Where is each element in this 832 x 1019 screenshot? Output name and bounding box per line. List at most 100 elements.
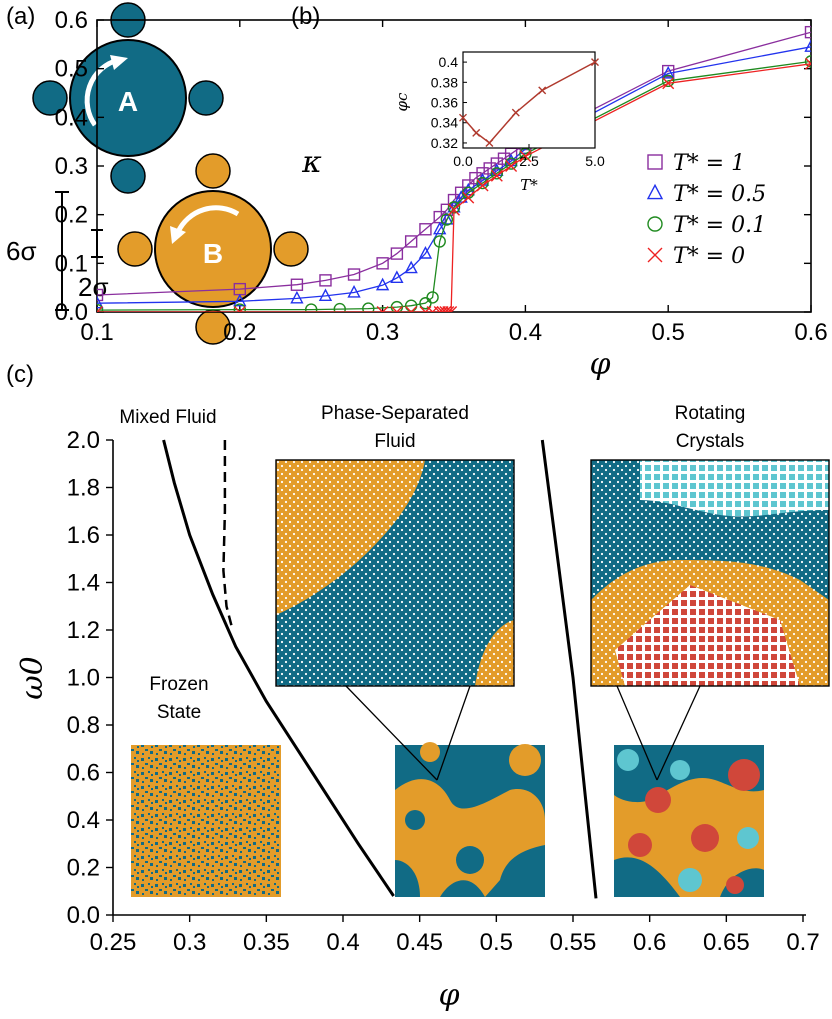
- data-point: [448, 203, 460, 216]
- inset-point: [511, 108, 520, 117]
- inset-point: [472, 128, 481, 137]
- kappa-legend: T* = 1 T* = 0.5 T* = 0.1 T* = 0: [646, 151, 766, 269]
- data-point: [390, 270, 404, 284]
- inset-ytick-label: 0.32: [431, 135, 458, 151]
- data-point: [376, 257, 389, 270]
- phase-xtick-label: 0.25: [90, 929, 137, 956]
- inset-ytick-label: 0.34: [431, 115, 458, 131]
- data-point: [404, 235, 418, 248]
- inset-ytick-label: 0.4: [439, 54, 459, 70]
- phase-ytick-label: 1.8: [67, 475, 100, 502]
- data-point: [305, 303, 318, 312]
- inset-ytick-label: 0.36: [431, 95, 458, 111]
- phi-c-inset: 0.0 2.5 5.0 0.32 0.34 0.36 0.38 0.4 φc T*: [393, 51, 605, 194]
- data-point: [436, 306, 449, 312]
- kappa-ytick-label: 0.5: [55, 56, 88, 83]
- zoom-phase-separated: [276, 460, 514, 686]
- legend-entry: T* = 0.5: [673, 182, 766, 207]
- kappa-xtick-label: 0.4: [509, 319, 542, 346]
- kappa-ytick-label: 0.6: [55, 7, 88, 34]
- legend-marker: [647, 154, 663, 170]
- legend-marker: [647, 247, 663, 263]
- data-point: [461, 182, 475, 196]
- snapshot-phase-separated: [395, 742, 545, 897]
- kappa-ytick-label: 0.2: [55, 202, 88, 229]
- phase-xtick-label: 0.3: [173, 929, 206, 956]
- phase-ytick-label: 1.0: [67, 665, 100, 692]
- legend-entry: T* = 1: [673, 151, 745, 176]
- data-point: [505, 160, 518, 172]
- data-point: [804, 25, 811, 39]
- inset-ytick-label: 0.38: [431, 74, 458, 90]
- data-point: [418, 246, 433, 259]
- data-point: [347, 284, 361, 298]
- omega-ylabel: ω0: [15, 656, 50, 700]
- phase-ytick-label: 0.8: [67, 712, 100, 739]
- kappa-ylabel-text: κ: [301, 145, 322, 180]
- phase-ytick-label: 1.4: [67, 570, 100, 597]
- data-point: [97, 303, 104, 312]
- size-label-large: 6σ: [6, 236, 37, 266]
- inset-point: [591, 58, 599, 67]
- data-point: [433, 306, 446, 312]
- data-point: [426, 291, 439, 304]
- legend-marker: [647, 216, 663, 232]
- region-frozen-1: Frozen: [149, 674, 208, 695]
- data-point: [97, 288, 104, 302]
- data-point: [661, 65, 675, 79]
- kappa-xlabel: φ: [589, 347, 610, 382]
- kappa-xtick-label: 0.3: [366, 319, 399, 346]
- rotation-arrow-b: [175, 205, 240, 234]
- zoom-rotating-crystals: [591, 460, 829, 686]
- data-point: [333, 302, 346, 312]
- phase-boundary-2: [540, 439, 598, 899]
- snapshot-rotating-crystals: [614, 745, 764, 897]
- phase-xtick-label: 0.6: [633, 929, 666, 956]
- data-point: [233, 293, 247, 307]
- data-point: [319, 274, 332, 287]
- panel-label-c: (c): [6, 361, 34, 388]
- phase-xtick-label: 0.7: [786, 929, 819, 956]
- series-3: [97, 57, 811, 312]
- kappa-xtick-label: 0.2: [223, 319, 256, 346]
- inset-ylabel: φc: [393, 92, 411, 112]
- particle-a-label: A: [118, 86, 138, 117]
- series-2: [97, 55, 811, 312]
- legend-entry: T* = 0.1: [673, 213, 766, 238]
- data-point: [462, 191, 475, 204]
- data-point: [233, 306, 246, 312]
- region-phase-separated-1: Phase-Separated: [321, 403, 469, 424]
- inset-point: [485, 138, 494, 147]
- phase-xtick-label: 0.35: [243, 929, 290, 956]
- phase-xlabel: φ: [438, 978, 459, 1013]
- legend-marker: [646, 183, 664, 200]
- data-point: [662, 64, 675, 78]
- series-line: [97, 60, 811, 311]
- phase-ytick-label: 0.4: [67, 807, 100, 834]
- legend-entry: T* = 0: [673, 244, 745, 269]
- data-point: [97, 295, 104, 309]
- phase-ytick-label: 1.6: [67, 522, 100, 549]
- zoom-lines: [345, 685, 701, 781]
- phase-ytick-label: 0.6: [67, 760, 100, 787]
- data-point: [804, 39, 811, 52]
- data-point: [433, 221, 447, 235]
- data-point: [290, 278, 304, 291]
- kappa-xtick-label: 0.5: [652, 319, 685, 346]
- kappa-chart: 0.1 0.2 0.3 0.4 0.5 0.60.00.10.20.30.40.50.6 …: [55, 7, 828, 382]
- data-point: [375, 277, 390, 291]
- phase-xtick-label: 0.65: [703, 929, 750, 956]
- phase-ytick-label: 2.0: [67, 427, 100, 454]
- data-point: [476, 176, 489, 190]
- kappa-ytick-label: 0.0: [55, 299, 88, 326]
- data-point: [404, 260, 418, 274]
- panel-label-a: (a): [6, 3, 35, 30]
- data-point: [318, 288, 333, 302]
- data-point: [233, 303, 246, 312]
- inset-point: [538, 86, 547, 95]
- region-mixed-fluid: Mixed Fluid: [119, 407, 216, 428]
- data-point: [476, 179, 489, 192]
- panel-label-b: (b): [291, 3, 320, 30]
- data-point: [376, 306, 389, 312]
